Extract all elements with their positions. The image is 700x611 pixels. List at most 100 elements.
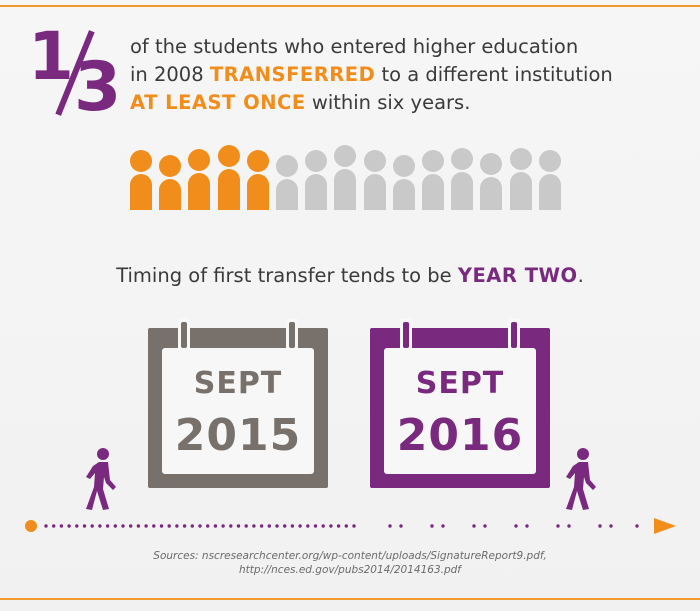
calendar-year: 2015: [174, 410, 302, 461]
headline-line-2: in 2008 TRANSFERRED to a different insti…: [130, 61, 690, 89]
at-least-once-highlight: AT LEAST ONCE: [130, 91, 306, 114]
timeline-dot: [635, 524, 639, 528]
calendar-page: [162, 348, 314, 474]
timeline-start-dot: [25, 520, 37, 532]
calendar-ring-right: [508, 318, 520, 352]
timeline-dot: [313, 524, 318, 528]
timeline-dot: [113, 524, 118, 528]
timeline-dot: [290, 524, 295, 528]
timing-statement: Timing of first transfer tends to be YEA…: [0, 264, 700, 287]
calendar-2015: SEPT 2015: [148, 318, 328, 488]
person-icon: [451, 128, 474, 210]
timeline-dot: [244, 524, 248, 528]
timeline-dot: [136, 524, 141, 528]
fraction-numerator: 1: [28, 18, 74, 95]
timeline-dots: [44, 524, 639, 528]
timeline-dot: [283, 524, 287, 528]
timeline-dot: [329, 524, 333, 528]
timeline-dot: [483, 524, 487, 528]
calendar-page: [384, 348, 536, 474]
arrow-right-icon: [654, 518, 676, 534]
timeline-dot: [252, 524, 256, 528]
timeline-dot: [198, 524, 202, 528]
timeline-dot: [52, 524, 56, 528]
calendar-2016: SEPT 2016: [370, 318, 550, 488]
timeline-dot: [472, 524, 476, 528]
people-pictogram: [130, 128, 561, 210]
transferred-highlight: TRANSFERRED: [209, 63, 376, 86]
person-icon: [422, 128, 444, 210]
person-icon: [276, 128, 298, 210]
timeline-dot: [236, 524, 241, 528]
walking-person-icon: [566, 448, 596, 510]
timeline-dot: [556, 524, 560, 528]
person-icon: [246, 128, 269, 210]
timeline-dot: [388, 524, 392, 528]
headline-line-3: AT LEAST ONCE within six years.: [130, 89, 690, 117]
headline-line-2-start: in 2008: [130, 63, 210, 86]
timeline-dot: [44, 524, 48, 528]
person-icon: [159, 128, 182, 210]
person-icon: [509, 128, 532, 210]
sources-line-2: http://nces.ed.gov/pubs2014/2014163.pdf: [238, 564, 461, 576]
calendar-ring-left: [178, 318, 190, 352]
top-rule: [0, 5, 700, 7]
timeline-dot: [399, 524, 403, 528]
timeline-dot: [514, 524, 518, 528]
timeline-dot: [98, 524, 102, 528]
timeline-dot: [525, 524, 529, 528]
headline: of the students who entered higher educa…: [130, 33, 690, 117]
timeline-dot: [90, 524, 94, 528]
timing-text: Timing of first transfer tends to be: [116, 264, 458, 287]
timeline-dot: [213, 524, 218, 528]
calendar-ring-left: [400, 318, 412, 352]
person-icon: [334, 128, 357, 210]
headline-line-2-end: to a different institution: [375, 63, 613, 86]
timing-period: .: [577, 264, 584, 287]
headline-line-3-end: within six years.: [305, 91, 471, 114]
timeline-dot: [229, 524, 233, 528]
timeline-dot: [82, 524, 87, 528]
person-icon: [305, 128, 328, 210]
timeline-dot: [75, 524, 79, 528]
timeline-dot: [352, 524, 356, 528]
timeline-dot: [190, 524, 194, 528]
person-icon: [392, 128, 415, 210]
sources-line-1: Sources: nscresearchcenter.org/wp-conten…: [153, 550, 547, 562]
timeline-dot: [267, 524, 271, 528]
timeline-dot: [129, 524, 133, 528]
timeline-dot: [144, 524, 148, 528]
walking-person-icon: [86, 448, 116, 510]
timeline-dot: [159, 524, 164, 528]
timeline-dot: [175, 524, 179, 528]
person-icon: [188, 128, 211, 210]
person-icon: [130, 128, 152, 210]
timeline-dot: [336, 524, 341, 528]
timeline-dot: [609, 524, 613, 528]
timeline-dot: [182, 524, 187, 528]
timeline-dot: [567, 524, 571, 528]
timeline-dot: [206, 524, 210, 528]
person-icon: [217, 128, 240, 210]
timeline-dot: [598, 524, 602, 528]
timeline-dot: [321, 524, 325, 528]
headline-line-1: of the students who entered higher educa…: [130, 35, 579, 58]
timeline-dot: [344, 524, 348, 528]
timeline-dot: [259, 524, 264, 528]
person-icon: [538, 128, 561, 210]
timeline-dot: [441, 524, 445, 528]
year-two-highlight: YEAR TWO: [457, 264, 578, 287]
calendar-month: SEPT: [193, 366, 283, 401]
timeline-dot: [121, 524, 125, 528]
timeline-dot: [298, 524, 302, 528]
timeline-dot: [167, 524, 171, 528]
timeline-dot: [152, 524, 156, 528]
bottom-rule: [0, 598, 700, 600]
timeline-dot: [430, 524, 434, 528]
timeline-dot: [275, 524, 279, 528]
fraction-denominator: 3: [74, 48, 122, 127]
calendar-ring-right: [286, 318, 298, 352]
timeline-dot: [306, 524, 310, 528]
timeline-dot: [59, 524, 64, 528]
